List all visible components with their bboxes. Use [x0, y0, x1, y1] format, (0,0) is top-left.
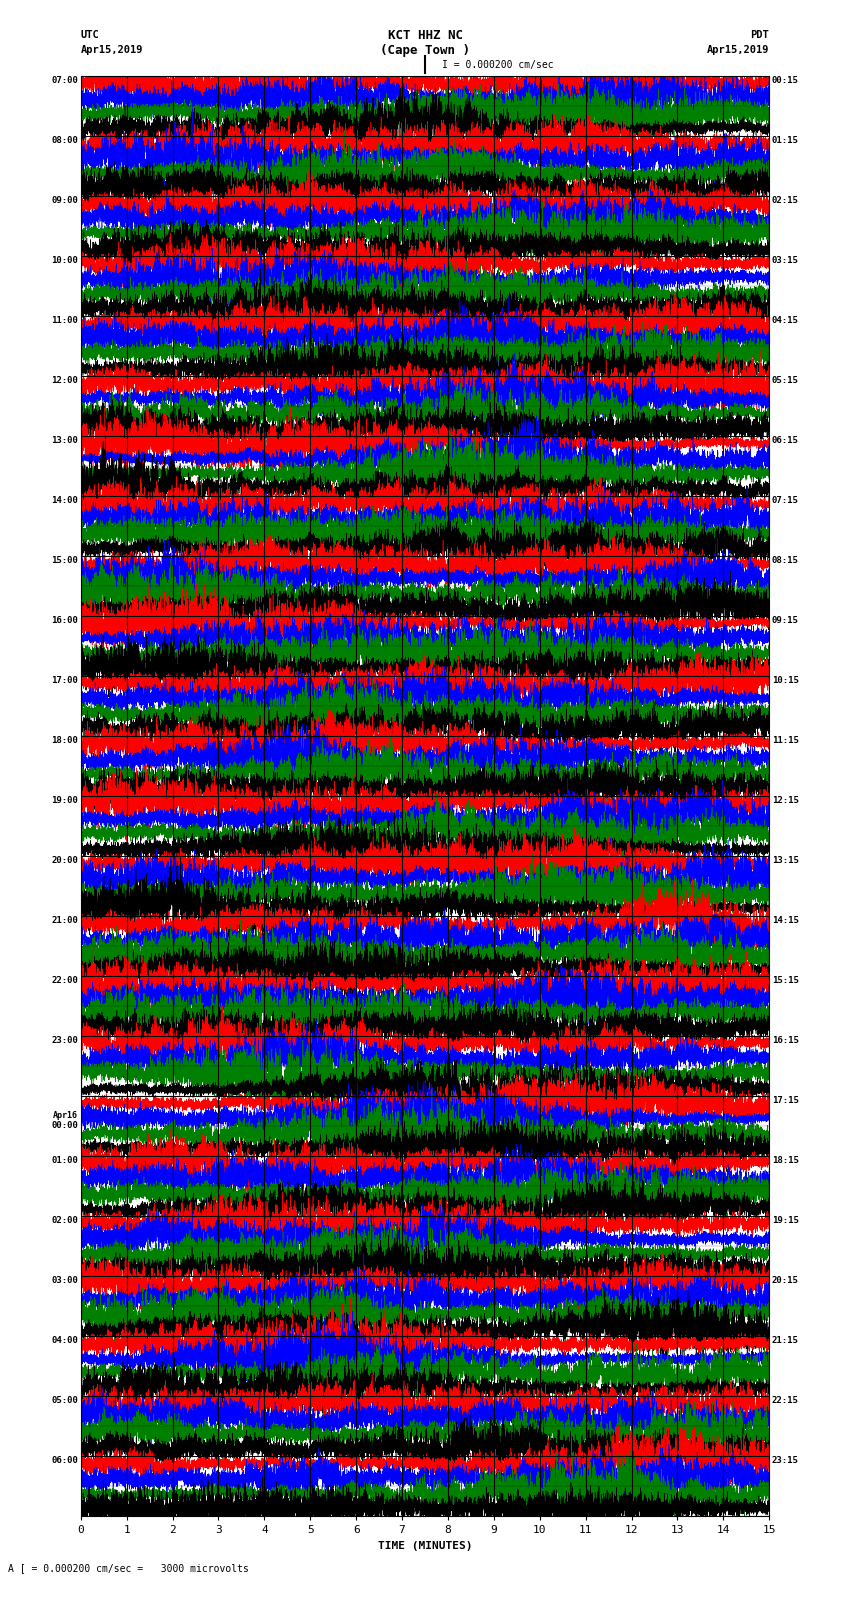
Text: 03:00: 03:00 — [51, 1276, 78, 1286]
Text: 04:15: 04:15 — [772, 316, 799, 324]
Text: 17:15: 17:15 — [772, 1097, 799, 1105]
Text: Apr15,2019: Apr15,2019 — [706, 45, 769, 55]
Text: I = 0.000200 cm/sec: I = 0.000200 cm/sec — [442, 60, 553, 69]
Text: (Cape Town ): (Cape Town ) — [380, 44, 470, 56]
Text: 21:00: 21:00 — [51, 916, 78, 924]
Text: 19:00: 19:00 — [51, 797, 78, 805]
Text: 16:00: 16:00 — [51, 616, 78, 624]
Text: 13:00: 13:00 — [51, 436, 78, 445]
Text: 06:15: 06:15 — [772, 436, 799, 445]
Text: 15:00: 15:00 — [51, 556, 78, 565]
Text: 10:00: 10:00 — [51, 256, 78, 265]
Text: 02:00: 02:00 — [51, 1216, 78, 1226]
Text: KCT HHZ NC: KCT HHZ NC — [388, 29, 462, 42]
Text: 22:15: 22:15 — [772, 1397, 799, 1405]
Text: 04:00: 04:00 — [51, 1336, 78, 1345]
Text: 03:15: 03:15 — [772, 256, 799, 265]
Text: 11:15: 11:15 — [772, 736, 799, 745]
Text: 17:00: 17:00 — [51, 676, 78, 686]
Text: 22:00: 22:00 — [51, 976, 78, 986]
Text: 05:15: 05:15 — [772, 376, 799, 386]
Text: Apr16: Apr16 — [54, 1111, 78, 1119]
X-axis label: TIME (MINUTES): TIME (MINUTES) — [377, 1540, 473, 1550]
Text: 15:15: 15:15 — [772, 976, 799, 986]
Text: 05:00: 05:00 — [51, 1397, 78, 1405]
Text: A [ = 0.000200 cm/sec =   3000 microvolts: A [ = 0.000200 cm/sec = 3000 microvolts — [8, 1563, 249, 1573]
Text: 23:00: 23:00 — [51, 1036, 78, 1045]
Text: 12:15: 12:15 — [772, 797, 799, 805]
Text: 11:00: 11:00 — [51, 316, 78, 324]
Text: 14:00: 14:00 — [51, 495, 78, 505]
Text: 01:15: 01:15 — [772, 135, 799, 145]
Text: 09:00: 09:00 — [51, 195, 78, 205]
Text: 18:15: 18:15 — [772, 1157, 799, 1165]
Text: 09:15: 09:15 — [772, 616, 799, 624]
Text: 20:15: 20:15 — [772, 1276, 799, 1286]
Text: PDT: PDT — [751, 31, 769, 40]
Text: 23:15: 23:15 — [772, 1457, 799, 1465]
Text: 07:00: 07:00 — [51, 76, 78, 85]
Text: 02:15: 02:15 — [772, 195, 799, 205]
Text: 06:00: 06:00 — [51, 1457, 78, 1465]
Text: 16:15: 16:15 — [772, 1036, 799, 1045]
Text: 08:15: 08:15 — [772, 556, 799, 565]
Text: 07:15: 07:15 — [772, 495, 799, 505]
Text: 00:15: 00:15 — [772, 76, 799, 85]
Text: 20:00: 20:00 — [51, 857, 78, 865]
Text: 14:15: 14:15 — [772, 916, 799, 924]
Text: 10:15: 10:15 — [772, 676, 799, 686]
Text: 08:00: 08:00 — [51, 135, 78, 145]
Text: 01:00: 01:00 — [51, 1157, 78, 1165]
Text: 12:00: 12:00 — [51, 376, 78, 386]
Text: 19:15: 19:15 — [772, 1216, 799, 1226]
Text: 13:15: 13:15 — [772, 857, 799, 865]
Text: UTC: UTC — [81, 31, 99, 40]
Text: 00:00: 00:00 — [51, 1121, 78, 1131]
Text: 21:15: 21:15 — [772, 1336, 799, 1345]
Text: Apr15,2019: Apr15,2019 — [81, 45, 144, 55]
Text: 18:00: 18:00 — [51, 736, 78, 745]
